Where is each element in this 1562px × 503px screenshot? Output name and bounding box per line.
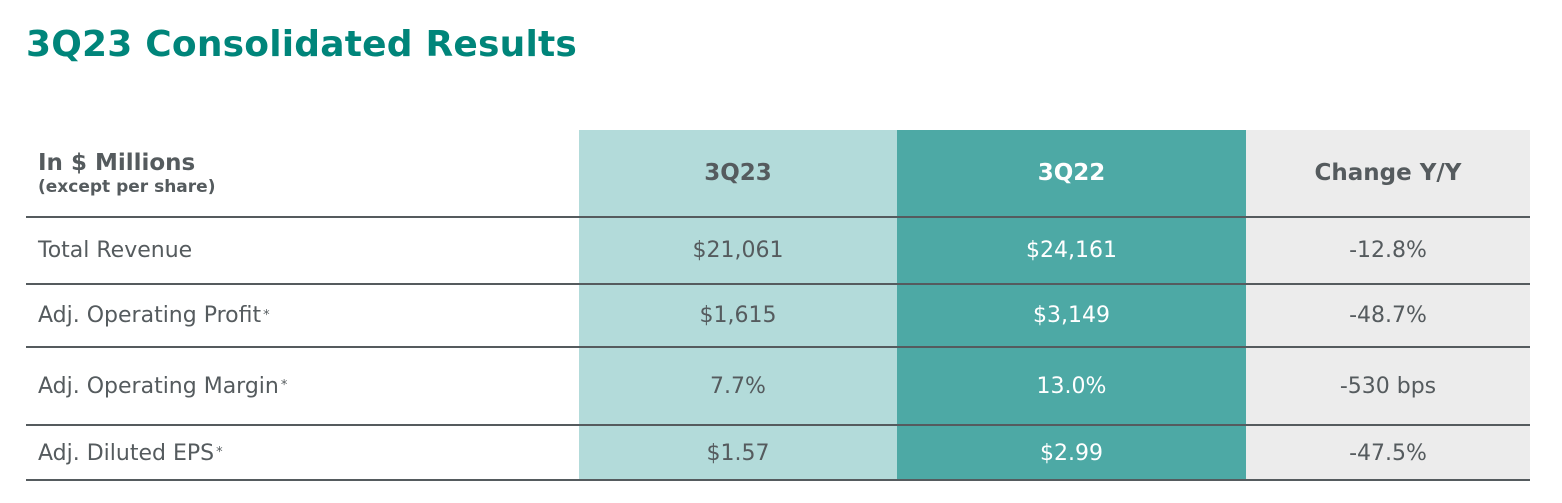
value-change: -530 bps — [1339, 373, 1437, 399]
value-3q23: 7.7% — [710, 373, 766, 399]
value-3q23: $1.57 — [706, 440, 770, 466]
header-units-main: In $ Millions — [38, 150, 196, 176]
table-row: Adj. Operating Margin * 7.7% 13.0% -530 b… — [26, 348, 1530, 424]
row-label: Total Revenue — [38, 218, 568, 283]
page-title: 3Q23 Consolidated Results — [26, 24, 578, 65]
divider — [26, 216, 1530, 218]
row-label-text: Adj. Operating Profit — [38, 303, 262, 328]
value-change: -48.7% — [1349, 303, 1427, 328]
table-header-row: In $ Millions (except per share) 3Q23 3Q… — [26, 130, 1530, 216]
header-change-yy: Change Y/Y — [1314, 160, 1462, 186]
divider — [26, 283, 1530, 285]
row-label: Adj. Diluted EPS * — [38, 440, 223, 466]
divider — [26, 479, 1530, 481]
row-label: Adj. Operating Margin * — [38, 373, 288, 399]
column-3q23-background — [579, 130, 897, 480]
value-3q22: 13.0% — [1036, 373, 1107, 399]
value-3q23: $21,061 — [692, 238, 784, 263]
row-label-text: Adj. Diluted EPS — [38, 440, 215, 466]
header-units-label: In $ Millions (except per share) — [38, 150, 215, 197]
column-change-background — [1246, 130, 1530, 480]
value-3q22: $2.99 — [1040, 440, 1103, 466]
divider — [26, 424, 1530, 426]
header-3q22: 3Q22 — [1037, 160, 1106, 186]
row-label-text: Adj. Operating Margin — [38, 373, 279, 399]
value-3q22: $3,149 — [1033, 303, 1110, 328]
table-row: Adj. Diluted EPS * $1.57 $2.99 -47.5% — [26, 426, 1530, 480]
column-3q22-background — [897, 130, 1246, 480]
header-3q23: 3Q23 — [704, 160, 772, 186]
table-row: Total Revenue $21,061 $24,161 -12.8% — [26, 218, 1530, 283]
value-3q22: $24,161 — [1026, 238, 1117, 263]
value-3q23: $1,615 — [699, 303, 777, 328]
value-change: -12.8% — [1349, 238, 1427, 263]
value-change: -47.5% — [1349, 440, 1427, 466]
header-units-sub: (except per share) — [38, 177, 216, 197]
row-label: Adj. Operating Profit * — [38, 303, 270, 328]
table-row: Adj. Operating Profit * $1,615 $3,149 -48… — [26, 285, 1530, 346]
results-table: In $ Millions (except per share) 3Q23 3Q… — [26, 130, 1530, 482]
divider — [26, 346, 1530, 348]
row-label-text: Total Revenue — [38, 238, 193, 263]
